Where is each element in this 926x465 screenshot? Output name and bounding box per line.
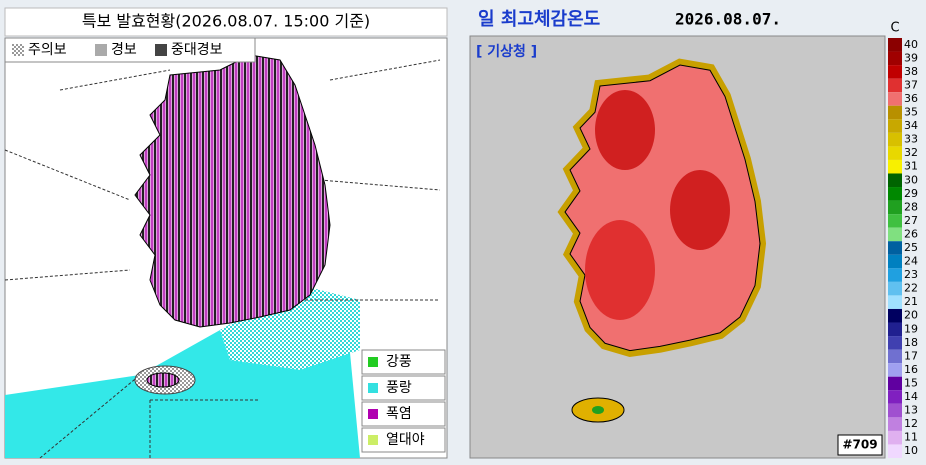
scale-swatch xyxy=(888,430,902,445)
scale-label: 40 xyxy=(904,38,918,51)
hot-area xyxy=(670,170,730,250)
left-legend xyxy=(4,37,256,63)
hot-area xyxy=(585,220,655,320)
scale-swatch xyxy=(888,308,902,323)
scale-swatch xyxy=(888,376,902,391)
legend-swatch xyxy=(155,44,167,56)
scale-label: 22 xyxy=(904,282,918,295)
left-title: 특보 발효현황(2026.08.07. 15:00 기준) xyxy=(82,12,370,31)
legend-label: 중대경보 xyxy=(171,42,223,58)
scale-label: 32 xyxy=(904,146,918,159)
scale-swatch xyxy=(888,254,902,269)
scale-label: 14 xyxy=(904,390,918,403)
scale-label: 13 xyxy=(904,404,918,417)
scale-swatch xyxy=(888,349,902,364)
scale-label: 36 xyxy=(904,92,918,105)
scale-swatch xyxy=(888,78,902,93)
warning-swatch xyxy=(368,409,378,419)
scale-swatch xyxy=(888,159,902,174)
scale-label: 10 xyxy=(904,444,918,457)
scale-swatch xyxy=(888,187,902,201)
scale-label: 28 xyxy=(904,200,918,213)
warning-label: 강풍 xyxy=(386,354,412,370)
scale-swatch xyxy=(888,281,902,296)
scale-swatch xyxy=(888,92,902,106)
legend-label: 주의보 xyxy=(28,42,67,58)
scale-label: 25 xyxy=(904,241,918,254)
scale-swatch xyxy=(888,390,902,404)
scale-label: 21 xyxy=(904,295,918,308)
right-title: 일 최고체감온도 xyxy=(478,9,600,30)
scale-label: 38 xyxy=(904,65,918,78)
scale-swatch xyxy=(888,295,902,309)
scale-swatch xyxy=(888,241,902,255)
jeju-core xyxy=(592,406,604,414)
scale-label: 31 xyxy=(904,160,918,173)
jeju xyxy=(146,372,180,388)
scale-label: 24 xyxy=(904,255,918,268)
scale-swatch xyxy=(888,119,902,133)
station: #709 xyxy=(842,438,877,452)
scale-label: 34 xyxy=(904,119,918,132)
scale-label: 17 xyxy=(904,349,918,362)
scale-swatch xyxy=(888,65,902,79)
scale-swatch xyxy=(888,227,902,242)
scale-swatch xyxy=(888,444,902,458)
scale-swatch xyxy=(888,146,902,160)
scale-label: 19 xyxy=(904,322,918,335)
zone-lines xyxy=(4,59,441,459)
scale-swatch xyxy=(888,51,902,66)
scale-swatch xyxy=(888,105,902,120)
scale-swatch xyxy=(888,417,902,431)
scale-label: 20 xyxy=(904,309,918,322)
scale-swatch xyxy=(888,322,902,337)
warning-swatch xyxy=(368,383,378,393)
scale-swatch xyxy=(888,200,902,215)
scale-label: 33 xyxy=(904,133,918,146)
scale-label: 23 xyxy=(904,268,918,281)
title-box xyxy=(4,7,448,37)
warning-swatch xyxy=(368,357,378,367)
sea-advisory xyxy=(220,285,360,370)
legend-swatch xyxy=(12,44,24,56)
station-box xyxy=(837,434,883,456)
scale-label: 18 xyxy=(904,336,918,349)
warning-label: 풍랑 xyxy=(386,380,412,396)
legend-swatch xyxy=(95,44,107,56)
scale-label: 27 xyxy=(904,214,918,227)
source: [ 기상청 ] xyxy=(476,44,537,60)
scale-swatch xyxy=(888,173,902,188)
hot-area xyxy=(595,90,655,170)
scale-label: 12 xyxy=(904,417,918,430)
scale-swatch xyxy=(888,132,902,147)
scale-swatch xyxy=(888,214,902,228)
scale-label: 15 xyxy=(904,376,918,389)
scale-label: 39 xyxy=(904,51,918,64)
scale-swatch xyxy=(888,403,902,418)
scale-label: 37 xyxy=(904,78,918,91)
scale-label: 26 xyxy=(904,227,918,240)
warning-label: 열대야 xyxy=(386,432,425,448)
warning-label: 폭염 xyxy=(386,406,412,422)
scale-swatch xyxy=(888,336,902,350)
scale-label: 30 xyxy=(904,173,918,186)
right-date: 2026.08.07. xyxy=(675,10,781,29)
unit: C xyxy=(890,21,899,36)
scale-label: 16 xyxy=(904,363,918,376)
scale-swatch xyxy=(888,268,902,282)
scale-swatch xyxy=(888,363,902,377)
scale-label: 35 xyxy=(904,106,918,119)
scale-label: 29 xyxy=(904,187,918,200)
legend-label: 경보 xyxy=(111,42,137,58)
scale-label: 11 xyxy=(904,431,918,444)
scale-swatch xyxy=(888,38,902,52)
warning-swatch xyxy=(368,435,378,445)
